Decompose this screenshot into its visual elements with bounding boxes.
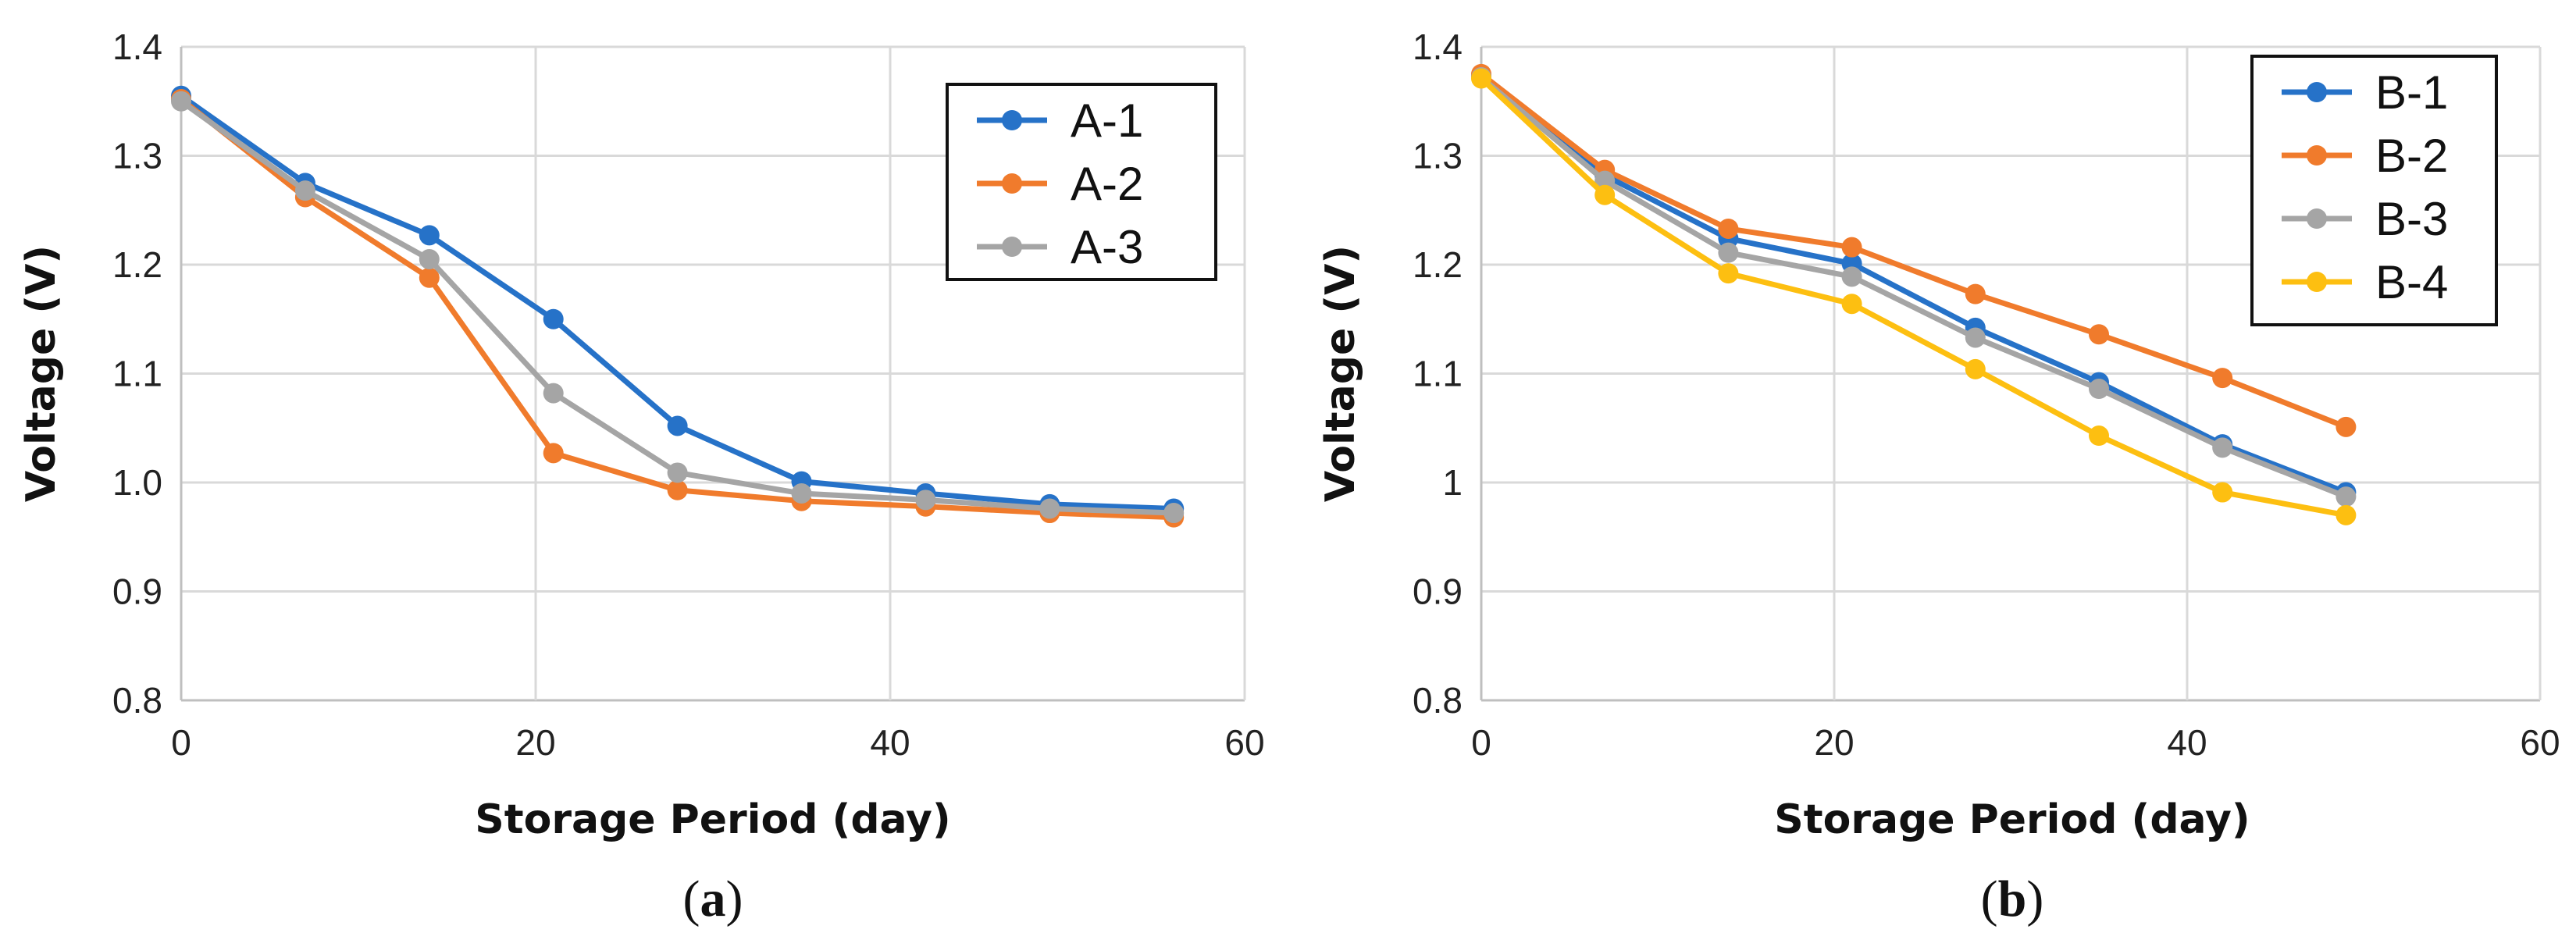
data-point-A-3 [1163, 503, 1185, 524]
data-point-B-4 [1471, 68, 1491, 89]
data-point-A-3 [667, 462, 688, 483]
data-point-B-3 [1965, 327, 1986, 348]
data-point-A-3 [294, 180, 315, 201]
data-point-A-1 [419, 225, 440, 246]
y-tick-label: 1.1 [1413, 354, 1463, 394]
data-point-B-2 [2336, 416, 2357, 437]
y-tick-label: 1.4 [1413, 27, 1463, 67]
legend-label: B-4 [2375, 256, 2448, 308]
chart-panel-b: 0.8 0.9 1 1.1 1.2 1.3 1.4 0 20 40 60 Storage Period… [1317, 27, 2560, 928]
legend-label: A-2 [1071, 158, 1143, 210]
data-point-A-1 [543, 308, 564, 329]
data-point-B-4 [1841, 294, 1862, 315]
x-tick-label: 60 [1224, 722, 1264, 763]
legend-label: B-3 [2375, 193, 2448, 245]
data-point-A-3 [915, 490, 936, 511]
x-axis-title: Storage Period (day) [475, 796, 950, 843]
legend-label: B-1 [2375, 66, 2448, 119]
data-point-B-4 [1965, 358, 1986, 379]
data-point-B-4 [1594, 184, 1616, 205]
data-point-B-2 [2212, 368, 2233, 389]
x-axis-title: Storage Period (day) [1774, 796, 2250, 843]
x-tick-label: 0 [171, 722, 191, 763]
legend-swatch-marker [1002, 110, 1022, 130]
data-point-B-3 [1594, 170, 1616, 191]
legend-swatch-marker [1002, 173, 1022, 194]
x-tick-label: 0 [1471, 722, 1491, 763]
y-tick-label: 0.8 [1413, 680, 1463, 721]
data-point-B-2 [1841, 237, 1862, 258]
y-tick-label: 1.3 [1413, 136, 1463, 176]
legend-label: B-2 [2375, 130, 2448, 182]
data-point-B-4 [2089, 425, 2109, 447]
data-point-A-2 [543, 443, 564, 464]
data-point-B-4 [2336, 504, 2357, 525]
data-point-A-1 [667, 415, 688, 436]
data-point-A-3 [1039, 498, 1060, 519]
legend-swatch-marker [2307, 82, 2327, 102]
y-tick-label: 0.8 [112, 680, 162, 721]
data-point-B-2 [1965, 283, 1986, 304]
series-line-B-1 [1479, 73, 2347, 495]
data-point-B-3 [2089, 379, 2109, 400]
legend-swatch-marker [2307, 145, 2327, 166]
legend-swatch-marker [2307, 208, 2327, 229]
data-point-B-4 [2212, 482, 2233, 503]
data-point-B-3 [2212, 437, 2233, 458]
data-point-B-2 [2089, 324, 2109, 345]
chart-panel-a: 0.8 0.9 1.0 1.1 1.2 1.3 1.4 0 20 40 60 Storage Peri… [18, 27, 1265, 928]
y-axis-title: Voltage (V) [18, 245, 65, 502]
data-point-B-2 [1718, 218, 1739, 239]
data-point-A-3 [543, 383, 564, 404]
x-tick-label: 20 [1814, 722, 1854, 763]
y-tick-label: 1.1 [112, 354, 162, 394]
y-tick-label: 1.2 [112, 244, 162, 285]
y-tick-label: 1.2 [1413, 244, 1463, 285]
panel-label: (a) [683, 871, 743, 928]
y-axis-title: Voltage (V) [1317, 245, 1364, 502]
y-tick-label: 1 [1442, 462, 1463, 503]
data-point-B-3 [1841, 266, 1862, 287]
y-tick-label: 1.0 [112, 462, 162, 503]
x-tick-label: 40 [2167, 722, 2207, 763]
legend: A-1 A-2 A-3 [946, 83, 1217, 281]
data-point-B-4 [1718, 263, 1739, 284]
panel-label: (b) [1981, 871, 2044, 928]
x-tick-label: 60 [2520, 722, 2560, 763]
data-point-A-2 [419, 267, 440, 288]
legend: B-1 B-2 B-3 B-4 [2250, 55, 2498, 326]
y-tick-label: 0.9 [1413, 571, 1463, 612]
x-tick-label: 20 [515, 722, 555, 763]
x-tick-label: 40 [870, 722, 910, 763]
legend-label: A-1 [1071, 94, 1143, 147]
legend-swatch-marker [1002, 237, 1022, 257]
data-point-A-3 [171, 91, 191, 112]
data-point-B-3 [1718, 242, 1739, 263]
legend-swatch-marker [2307, 272, 2327, 292]
data-point-A-3 [791, 482, 812, 504]
legend-label: A-3 [1071, 221, 1143, 273]
series-line-B-2 [1479, 72, 2347, 430]
y-tick-label: 0.9 [112, 571, 162, 612]
series-line-B-3 [1479, 75, 2347, 500]
data-point-B-3 [2336, 486, 2357, 507]
data-point-A-3 [419, 249, 440, 270]
y-tick-label: 1.4 [112, 27, 162, 67]
series-line-B-4 [1479, 76, 2347, 518]
data-point-A-2 [667, 479, 688, 500]
y-tick-label: 1.3 [112, 136, 162, 176]
